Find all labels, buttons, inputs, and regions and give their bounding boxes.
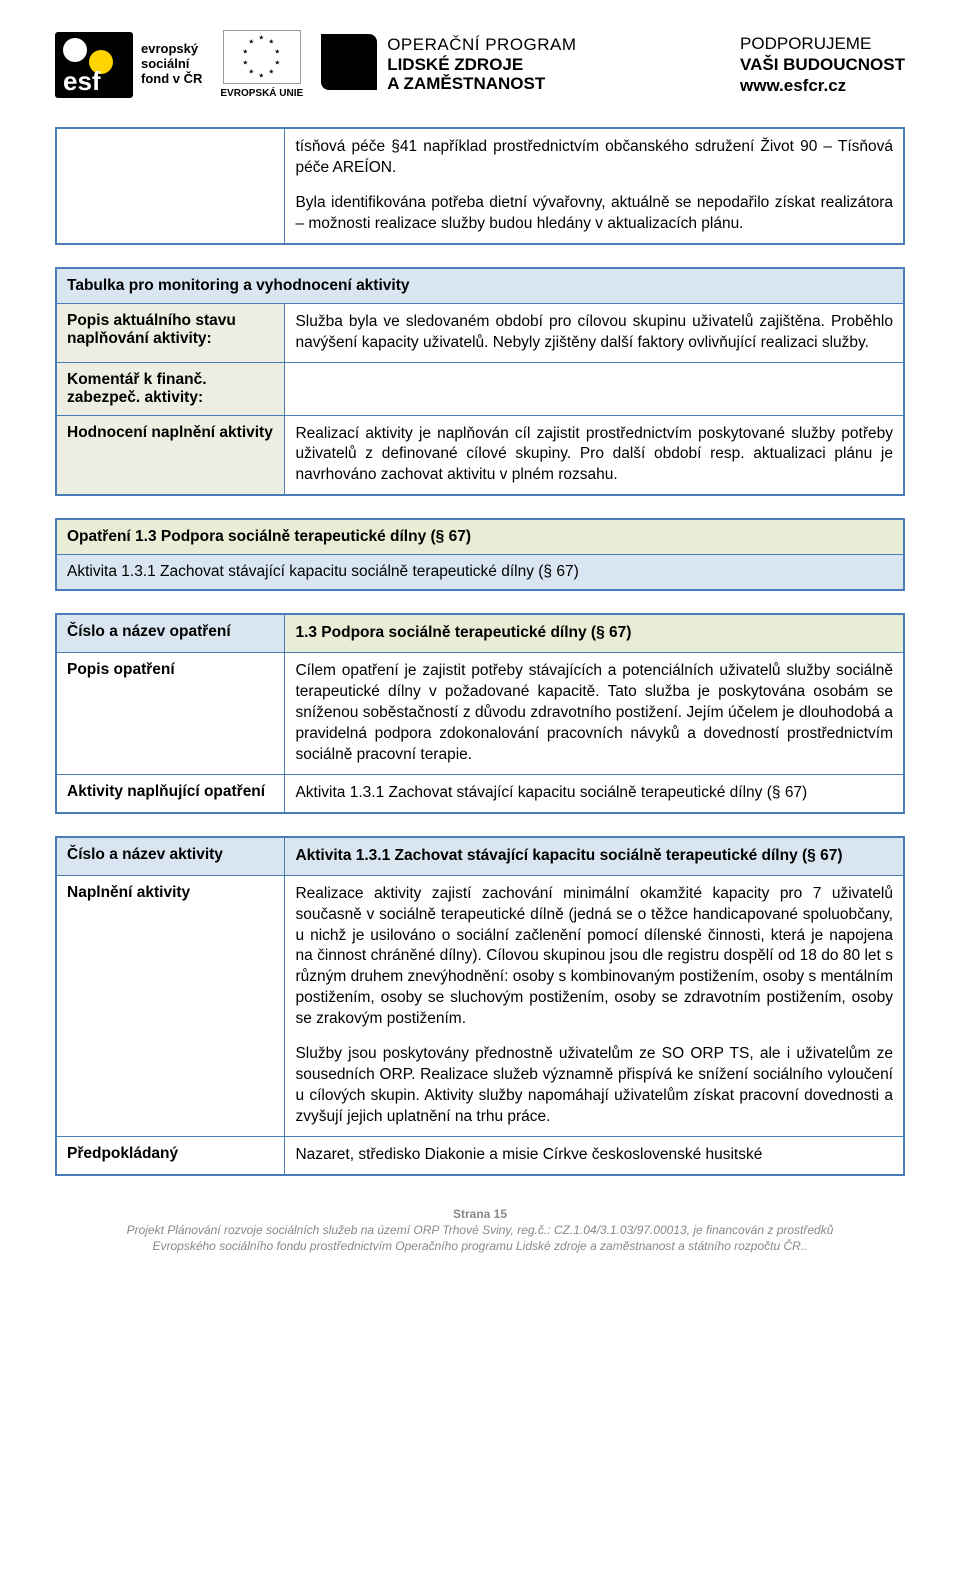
measure-title: Opatření 1.3 Podpora sociálně terapeutic… xyxy=(56,519,904,555)
page-footer: Strana 15 Projekt Plánování rozvoje soci… xyxy=(55,1206,905,1255)
table-row: Číslo a název aktivity Aktivita 1.3.1 Za… xyxy=(56,837,904,875)
row-label: Hodnocení naplnění aktivity xyxy=(56,415,285,495)
table-row: Naplnění aktivity Realizace aktivity zaj… xyxy=(56,875,904,1136)
logo-esf: evropský sociální fond v ČR xyxy=(55,32,202,98)
row-label: Předpokládaný xyxy=(56,1136,285,1174)
table-row: Komentář k finanč. zabezpeč. aktivity: xyxy=(56,362,904,415)
table-row: Aktivity naplňující opatření Aktivita 1.… xyxy=(56,774,904,812)
page-number: Strana 15 xyxy=(55,1206,905,1222)
row-label: Komentář k finanč. zabezpeč. aktivity: xyxy=(56,362,285,415)
monitoring-table: Tabulka pro monitoring a vyhodnocení akt… xyxy=(55,267,905,497)
program-line1: OPERAČNÍ PROGRAM xyxy=(387,35,576,55)
row-label: Číslo a název opatření xyxy=(56,614,285,652)
activity-subtitle: Aktivita 1.3.1 Zachovat stávající kapaci… xyxy=(56,555,904,591)
program-line2: LIDSKÉ ZDROJE xyxy=(387,55,576,75)
footer-line1: Projekt Plánování rozvoje sociálních slu… xyxy=(55,1222,905,1238)
table-row: Hodnocení naplnění aktivity Realizací ak… xyxy=(56,415,904,495)
row-text: Aktivita 1.3.1 Zachovat stávající kapaci… xyxy=(285,774,904,812)
support-text: PODPORUJEME VAŠI BUDOUCNOST www.esfcr.cz xyxy=(740,33,905,97)
cont-text: tísňová péče §41 například prostřednictv… xyxy=(285,128,904,244)
monitoring-header: Tabulka pro monitoring a vyhodnocení akt… xyxy=(56,268,904,304)
row-text: Aktivita 1.3.1 Zachovat stávající kapaci… xyxy=(285,837,904,875)
row-label: Aktivity naplňující opatření xyxy=(56,774,285,812)
support-line2: VAŠI BUDOUCNOST xyxy=(740,54,905,75)
program-text: OPERAČNÍ PROGRAM LIDSKÉ ZDROJE A ZAMĚSTN… xyxy=(387,35,576,94)
row-text: Služba byla ve sledovaném období pro cíl… xyxy=(285,303,904,362)
row-text: Nazaret, středisko Diakonie a misie Círk… xyxy=(285,1136,904,1174)
row-label: Popis opatření xyxy=(56,653,285,775)
measure-title-row: Opatření 1.3 Podpora sociálně terapeutic… xyxy=(56,519,904,555)
table-row: tísňová péče §41 například prostřednictv… xyxy=(56,128,904,244)
row-text: Realizací aktivity je naplňován cíl zaji… xyxy=(285,415,904,495)
support-line1: PODPORUJEME xyxy=(740,33,905,54)
cont-p2: Byla identifikována potřeba dietní vývař… xyxy=(295,193,893,235)
page: evropský sociální fond v ČR EVROPSKÁ UNI… xyxy=(0,0,960,1274)
row-label: Naplnění aktivity xyxy=(56,875,285,1136)
table-row: Číslo a název opatření 1.3 Podpora sociá… xyxy=(56,614,904,652)
cont-p1: tísňová péče §41 například prostřednictv… xyxy=(295,137,893,179)
activity-p1: Realizace aktivity zajistí zachování min… xyxy=(295,884,893,1030)
activity-p2: Služby jsou poskytovány přednostně uživa… xyxy=(295,1044,893,1128)
table-row: Popis aktuálního stavu naplňování aktivi… xyxy=(56,303,904,362)
header-logos: evropský sociální fond v ČR EVROPSKÁ UNI… xyxy=(55,30,905,99)
esf-text: evropský sociální fond v ČR xyxy=(141,42,202,87)
logo-program: OPERAČNÍ PROGRAM LIDSKÉ ZDROJE A ZAMĚSTN… xyxy=(321,34,576,96)
measure-heading-table: Opatření 1.3 Podpora sociálně terapeutic… xyxy=(55,518,905,591)
activity-title-row: Aktivita 1.3.1 Zachovat stávající kapaci… xyxy=(56,555,904,591)
esf-mark-icon xyxy=(55,32,133,98)
table-row: Popis opatření Cílem opatření je zajisti… xyxy=(56,653,904,775)
puzzle-icon xyxy=(321,34,377,96)
row-text: 1.3 Podpora sociálně terapeutické dílny … xyxy=(285,614,904,652)
row-text: Realizace aktivity zajistí zachování min… xyxy=(285,875,904,1136)
row-label: Popis aktuálního stavu naplňování aktivi… xyxy=(56,303,285,362)
program-line3: A ZAMĚSTNANOST xyxy=(387,74,576,94)
row-text xyxy=(285,362,904,415)
row-label: Číslo a název aktivity xyxy=(56,837,285,875)
row-text: Cílem opatření je zajistit potřeby stáva… xyxy=(285,653,904,775)
monitoring-title: Tabulka pro monitoring a vyhodnocení akt… xyxy=(56,268,904,304)
continuation-table: tísňová péče §41 například prostřednictv… xyxy=(55,127,905,245)
measure-table: Číslo a název opatření 1.3 Podpora sociá… xyxy=(55,613,905,813)
support-line3: www.esfcr.cz xyxy=(740,75,905,96)
eu-flag-icon xyxy=(223,30,301,84)
logo-eu: EVROPSKÁ UNIE xyxy=(220,30,303,99)
eu-caption: EVROPSKÁ UNIE xyxy=(220,88,303,99)
activity-table: Číslo a název aktivity Aktivita 1.3.1 Za… xyxy=(55,836,905,1176)
table-row: Předpokládaný Nazaret, středisko Diakoni… xyxy=(56,1136,904,1174)
footer-line2: Evropského sociálního fondu prostřednict… xyxy=(55,1238,905,1254)
empty-cell xyxy=(56,128,285,244)
